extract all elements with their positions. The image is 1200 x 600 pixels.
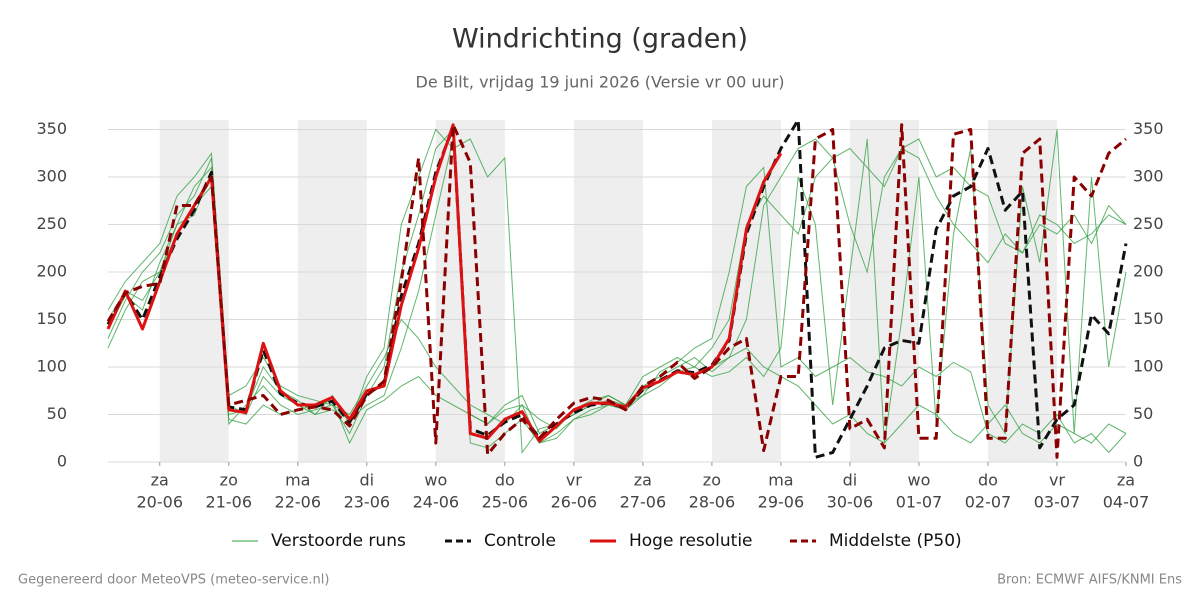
- x-tick-label: 21-06: [206, 493, 253, 512]
- y2-tick-label: 300: [1133, 167, 1164, 186]
- x-tick-label: 26-06: [551, 493, 598, 512]
- series-line: [106, 123, 1127, 459]
- y-tick-label: 150: [36, 309, 67, 328]
- y-tick-label: 350: [36, 119, 67, 138]
- x-tick-label: ma: [285, 471, 310, 490]
- y-tick-label: 0: [57, 452, 67, 471]
- x-tick-label: 22-06: [275, 493, 322, 512]
- x-tick-label: za: [151, 471, 169, 490]
- chart-subtitle: De Bilt, vrijdag 19 juni 2026 (Versie vr…: [416, 73, 785, 92]
- footer-left: Gegenereerd door MeteoVPS (meteo-service…: [18, 573, 329, 588]
- x-tick-label: 03-07: [1034, 493, 1081, 512]
- ensemble-line: [107, 138, 1127, 449]
- y-tick-label: 250: [36, 214, 67, 233]
- x-tick-label: di: [360, 471, 375, 490]
- x-tick-label: 23-06: [344, 493, 391, 512]
- legend-label: Controle: [484, 531, 556, 551]
- legend-label: Middelste (P50): [829, 531, 962, 551]
- x-tick-label: wo: [424, 471, 447, 490]
- x-tick-label: di: [843, 471, 858, 490]
- x-tick-label: 02-07: [965, 493, 1012, 512]
- day-shade: [573, 120, 643, 462]
- footer-right: Bron: ECMWF AIFS/KNMI Ens: [997, 573, 1182, 588]
- y-tick-label: 300: [36, 167, 67, 186]
- y2-tick-label: 50: [1133, 404, 1153, 423]
- y-tick-label: 50: [47, 404, 67, 423]
- y2-tick-label: 150: [1133, 309, 1164, 328]
- background-layer: 0 0 50 50 100 100 150 150 200 200 250 250 300 300 350 3…: [36, 119, 1163, 512]
- x-tick-label: vr: [566, 471, 582, 490]
- x-tick-label: 28-06: [689, 493, 736, 512]
- x-tick-label: za: [1117, 471, 1135, 490]
- legend-label: Verstoorde runs: [271, 531, 406, 551]
- y2-tick-label: 250: [1133, 214, 1164, 233]
- legend-label: Hoge resolutie: [629, 531, 753, 551]
- x-tick-label: 30-06: [827, 493, 874, 512]
- x-tick-label: za: [634, 471, 652, 490]
- plot-layer: [106, 118, 1128, 459]
- legend: Verstoorde runs Controle Hoge resolutie Mid…: [232, 531, 962, 551]
- day-shade: [159, 120, 229, 462]
- chart-title: Windrichting (graden): [452, 24, 748, 55]
- y2-tick-label: 100: [1133, 357, 1164, 376]
- x-tick-label: 01-07: [896, 493, 943, 512]
- x-tick-label: 25-06: [482, 493, 529, 512]
- x-tick-label: wo: [908, 471, 931, 490]
- x-tick-label: zo: [703, 471, 721, 490]
- x-tick-label: zo: [220, 471, 238, 490]
- x-tick-label: do: [978, 471, 998, 490]
- x-tick-label: 29-06: [758, 493, 805, 512]
- day-shade: [849, 120, 919, 462]
- x-tick-label: ma: [768, 471, 793, 490]
- y2-tick-label: 350: [1133, 119, 1164, 138]
- x-tick-label: do: [495, 471, 515, 490]
- y-tick-label: 200: [36, 262, 67, 281]
- x-tick-label: vr: [1049, 471, 1065, 490]
- y-tick-label: 100: [36, 357, 67, 376]
- y2-tick-label: 0: [1133, 452, 1143, 471]
- x-tick-label: 20-06: [137, 493, 184, 512]
- x-tick-label: 27-06: [620, 493, 667, 512]
- x-tick-label: 04-07: [1103, 493, 1150, 512]
- y2-tick-label: 200: [1133, 262, 1164, 281]
- x-tick-label: 24-06: [413, 493, 460, 512]
